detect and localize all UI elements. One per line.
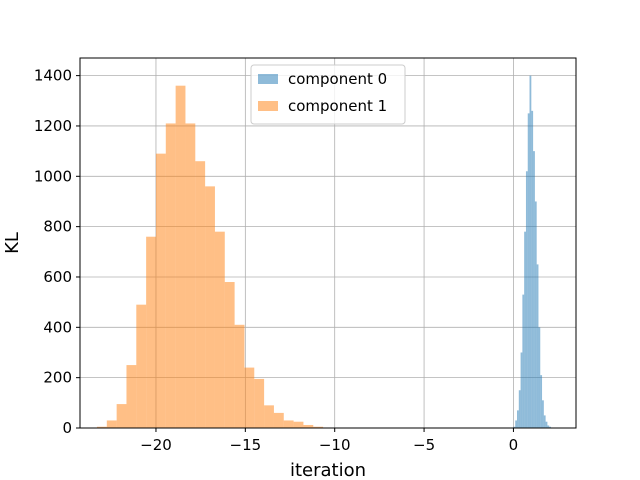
histogram-bar [542, 400, 544, 428]
histogram-bar [116, 404, 127, 428]
histogram-bar [96, 426, 107, 428]
legend-swatch-component-0 [258, 74, 278, 84]
histogram-bar [136, 304, 147, 428]
histogram-bar [513, 426, 516, 428]
histogram-bar [106, 420, 117, 428]
histogram-bar [195, 161, 206, 429]
histogram-bar [540, 375, 543, 428]
x-axis-label: iteration [290, 460, 366, 480]
histogram-bar [533, 151, 535, 428]
histogram-bar [549, 426, 551, 428]
histogram-bar [313, 426, 324, 428]
histogram-bar [515, 420, 518, 428]
legend-label-component-0: component 0 [288, 70, 387, 88]
histogram-bar [205, 186, 215, 428]
x-axis-ticks: −20 −15 −10 −5 0 [140, 428, 518, 454]
y-tick-label: 600 [43, 268, 72, 286]
histogram-bar [146, 236, 156, 428]
legend-label-component-1: component 1 [288, 97, 387, 115]
x-tick-label: −10 [319, 436, 351, 454]
histogram-bar [545, 421, 548, 428]
histogram-bar [283, 420, 294, 428]
histogram-bar [234, 324, 245, 428]
histogram-bar [517, 410, 519, 428]
histogram-bar [303, 424, 314, 428]
y-tick-label: 1200 [34, 117, 72, 135]
histogram-bar [126, 365, 137, 428]
histogram-bar [224, 282, 235, 428]
histogram-bar [520, 352, 523, 428]
histogram-bars [96, 75, 555, 429]
histogram-bar [547, 425, 550, 428]
histogram-bar [529, 75, 532, 428]
histogram-bar [522, 294, 525, 428]
histogram-bar [155, 153, 166, 429]
histogram-bar [185, 123, 196, 429]
histogram-bar [214, 231, 225, 428]
legend-box [250, 64, 406, 125]
legend-swatch-component-1 [258, 101, 278, 111]
y-tick-label: 1000 [34, 167, 72, 185]
histogram-bar [254, 378, 265, 428]
histogram-bar [538, 327, 541, 428]
histogram-bar [293, 421, 304, 428]
x-tick-label: −15 [230, 436, 262, 454]
y-tick-label: 0 [62, 419, 72, 437]
histogram-bar [273, 412, 284, 428]
x-tick-label: −20 [140, 436, 172, 454]
histogram-bar [264, 405, 274, 428]
histogram-bar [543, 415, 546, 428]
y-tick-label: 200 [43, 369, 72, 387]
y-axis-ticks: 0 200 400 600 800 1000 1200 1400 [34, 67, 80, 437]
legend: component 0 component 1 [250, 64, 406, 125]
x-tick-label: 0 [509, 436, 519, 454]
histogram-bar [165, 123, 176, 429]
series-component-1 [96, 85, 343, 429]
series-component-0 [513, 75, 555, 429]
histogram-bar [534, 201, 537, 428]
plot-frame [79, 57, 577, 429]
histogram-bar [524, 231, 526, 428]
histogram-bar [536, 264, 539, 428]
y-tick-label: 1400 [34, 67, 72, 85]
x-tick-label: −5 [413, 436, 435, 454]
y-tick-label: 800 [43, 218, 72, 236]
histogram-bar [527, 113, 530, 429]
histogram-bar [531, 110, 534, 428]
histogram-bar [244, 367, 255, 428]
histogram-bar [518, 390, 521, 428]
y-axis-label: KL [2, 232, 23, 254]
histogram-bar [525, 171, 528, 428]
y-tick-label: 400 [43, 318, 72, 336]
histogram-bar [175, 85, 186, 428]
